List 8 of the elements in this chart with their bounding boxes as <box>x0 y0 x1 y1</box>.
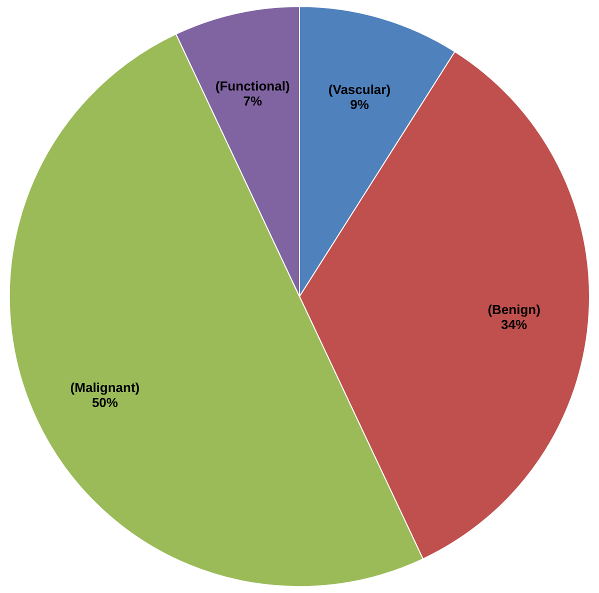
data-label: 7% <box>243 94 262 109</box>
data-label: 9% <box>350 97 370 112</box>
slice-label: (Benign) <box>488 302 540 317</box>
slice-label: (Vascular) <box>328 82 391 98</box>
slice-label: (Malignant) <box>70 380 140 396</box>
data-label: 34% <box>501 317 528 332</box>
data-label: 50% <box>92 395 118 410</box>
slice-label: (Functional) <box>215 78 290 94</box>
